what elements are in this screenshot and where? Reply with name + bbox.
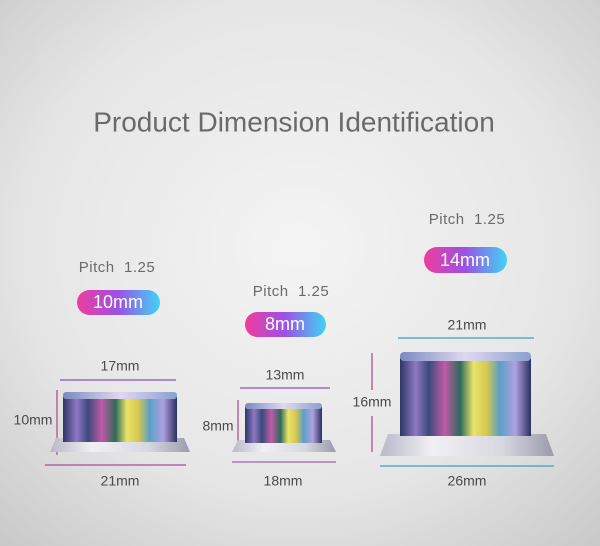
size-badge <box>424 247 507 273</box>
nut-body <box>245 407 322 443</box>
pitch-label: Pitch 1.25 <box>79 259 155 276</box>
product: Pitch 1.25 14mm 21mm 16mm 26mm <box>353 211 554 489</box>
bottom-width: 21mm <box>101 473 140 489</box>
title: Product Dimension Identification <box>93 106 495 137</box>
product: Pitch 1.25 8mm 13mm 8mm 18mm <box>202 283 336 489</box>
size-badge <box>245 312 326 337</box>
size-label: 10mm <box>93 292 143 312</box>
nut-body <box>400 358 531 436</box>
product: Pitch 1.25 10mm 17mm 10mm 21mm <box>14 259 190 489</box>
size-badge <box>77 290 160 315</box>
height: 10mm <box>14 412 53 428</box>
nut-cap <box>245 403 322 409</box>
top-width: 21mm <box>448 317 487 333</box>
pitch-label: Pitch 1.25 <box>429 211 505 228</box>
bottom-width: 26mm <box>448 473 487 489</box>
pitch-label: Pitch 1.25 <box>253 283 329 300</box>
bottom-width: 18mm <box>264 473 303 489</box>
height: 8mm <box>202 418 233 434</box>
nut-cap <box>400 352 531 361</box>
height: 16mm <box>353 394 392 410</box>
top-width: 17mm <box>101 358 140 374</box>
size-label: 8mm <box>265 314 305 334</box>
top-width: 13mm <box>266 367 305 383</box>
size-label: 14mm <box>440 250 490 270</box>
nut-flange <box>380 434 554 456</box>
nut-cap <box>63 392 177 399</box>
nut-body <box>63 396 177 442</box>
